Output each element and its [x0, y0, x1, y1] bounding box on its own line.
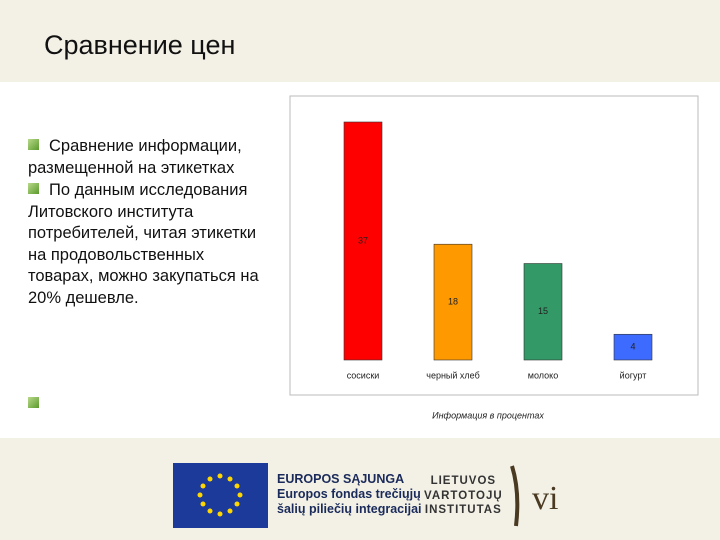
lvi-logo-text: LIETUVOS VARTOTOJŲ INSTITUTAS — [424, 474, 503, 518]
x-axis-label: Информация в процентах — [432, 410, 544, 420]
x-tick-label: молоко — [528, 370, 558, 380]
value-label: 4 — [630, 342, 635, 352]
chart: Информация в процентах 37 сосиски 18 черный… — [289, 95, 699, 420]
bullet-text: По данным исследования Литовского инстит… — [28, 181, 259, 307]
lvi-mark: vi — [532, 480, 559, 517]
bullet: Сравнение информации, размещенной на эти… — [28, 136, 273, 179]
value-label: 37 — [358, 235, 368, 245]
footer-band — [0, 438, 720, 540]
bullet-text: Сравнение информации, размещенной на эти… — [28, 137, 242, 177]
lvi-line: INSTITUTAS — [424, 504, 502, 516]
bar — [523, 263, 563, 361]
eu-line: EUROPOS SĄJUNGA — [277, 472, 405, 486]
bar — [433, 243, 473, 361]
eu-flag — [173, 463, 268, 528]
bullet — [28, 394, 273, 416]
bar — [613, 333, 653, 361]
value-label: 18 — [448, 296, 458, 306]
lvi-line: LIETUVOS — [430, 475, 497, 487]
lvi-mark-stroke — [510, 465, 520, 527]
bullet: По данным исследования Литовского инстит… — [28, 180, 273, 309]
value-label: 15 — [538, 306, 548, 316]
eu-line: Europos fondas trečiųjų — [277, 487, 421, 501]
slide-title: Сравнение цен — [44, 30, 236, 60]
eu-line: šalių piliečių integracijai — [277, 502, 422, 516]
header-band — [0, 0, 720, 82]
x-tick-label: сосиски — [347, 370, 380, 380]
x-tick-label: черный хлеб — [426, 370, 479, 380]
lvi-line: VARTOTOJŲ — [424, 489, 503, 502]
bar — [343, 121, 383, 361]
x-tick-label: йогурт — [620, 370, 647, 380]
eu-logo-text: EUROPOS SĄJUNGA Europos fondas trečiųjų … — [277, 472, 422, 517]
